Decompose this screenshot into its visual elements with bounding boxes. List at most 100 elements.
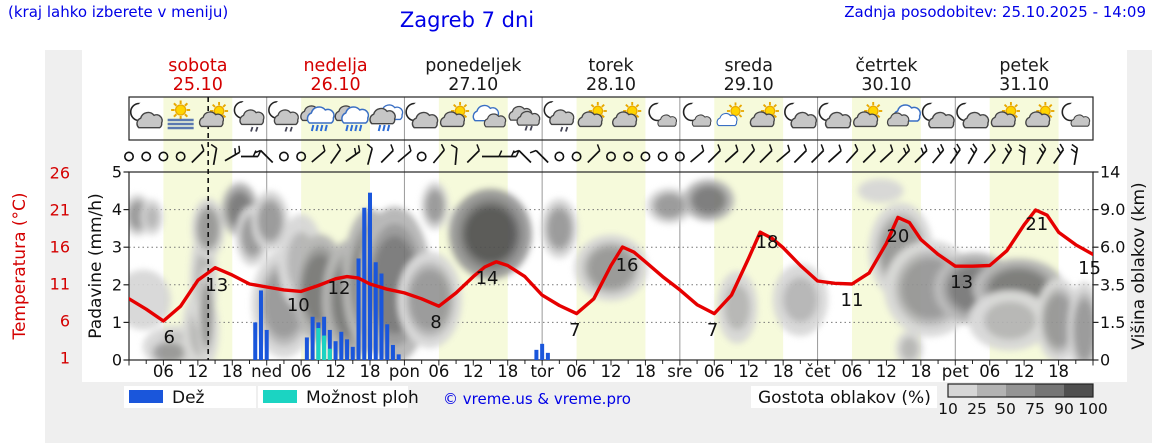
cloud-shape xyxy=(273,109,299,126)
wind-barb-feather xyxy=(872,144,876,151)
page-title: Zagreb 7 dni xyxy=(400,8,534,32)
credit-link[interactable]: © vreme.us & vreme.pro xyxy=(443,390,631,408)
wind-barb-feather xyxy=(838,144,842,152)
cloud-shape xyxy=(483,113,507,128)
cloud-layer xyxy=(129,178,1093,360)
cloudy-blue-icon xyxy=(886,104,921,127)
wind-barb-feather xyxy=(820,144,825,151)
rain-legend-label: Dež xyxy=(172,388,205,408)
rain-streak xyxy=(382,124,386,132)
rain-streak xyxy=(324,124,328,132)
moon-cloud-small-icon xyxy=(1061,102,1091,127)
sun-ray xyxy=(635,103,640,108)
wind-barb-feather xyxy=(336,143,342,150)
cloud-shape xyxy=(990,111,1016,128)
cloud-tick-label: 9.0 xyxy=(1100,200,1125,219)
temp-tick-label: 1 xyxy=(60,349,70,368)
temp-value-label: 16 xyxy=(616,255,639,276)
wind-barb-icon xyxy=(311,150,326,163)
rain-bar xyxy=(385,324,390,360)
wind-barb-feather xyxy=(956,143,961,150)
time-tick-label: 06 xyxy=(153,362,174,381)
density-tick-label: 90 xyxy=(1054,400,1074,418)
rain-bar xyxy=(253,322,258,360)
rain-streak xyxy=(386,124,391,132)
rain-streak xyxy=(354,124,358,132)
drizzle-mark xyxy=(284,126,288,132)
wind-barb-icon xyxy=(1036,148,1047,165)
day-abbrev-label: ned xyxy=(251,362,282,381)
day-abbrev-label: pon xyxy=(389,362,420,381)
wind-barb-icon xyxy=(366,148,374,165)
shower-bar xyxy=(322,335,327,360)
wind-barb-feather xyxy=(1041,143,1047,150)
cloud-shape xyxy=(691,114,712,127)
sun-shape xyxy=(623,101,642,121)
sun-ray xyxy=(866,103,870,108)
wind-barb-feather xyxy=(1056,147,1062,154)
cloud-blob xyxy=(464,205,517,263)
cloud-shape xyxy=(928,111,955,129)
wind-barb-feather xyxy=(512,149,520,154)
time-tick-label: 06 xyxy=(566,362,587,381)
cloud-blob xyxy=(258,202,282,240)
day-date-label: 29.10 xyxy=(724,75,774,95)
temp-tick-label: 11 xyxy=(50,275,70,294)
cloud-shape xyxy=(549,109,575,126)
day-date-label: 30.10 xyxy=(861,75,911,95)
rain-streak xyxy=(315,124,319,132)
rain-bar xyxy=(350,346,355,360)
time-tick-label: 06 xyxy=(291,362,312,381)
sun-cloud-icon xyxy=(577,101,607,128)
wind-barb-feather xyxy=(529,149,537,154)
legend-density-segment xyxy=(1035,384,1064,397)
drizzle-mark xyxy=(529,125,533,131)
cloud-blob xyxy=(1074,299,1093,360)
wind-barb-feather xyxy=(440,143,445,151)
density-tick-label: 10 xyxy=(938,400,958,418)
wind-barb-feather xyxy=(353,147,357,155)
cloud-blob xyxy=(783,277,818,323)
sun-ray xyxy=(453,103,457,108)
wind-barb-feather xyxy=(234,148,237,155)
time-tick-label: 18 xyxy=(497,362,518,381)
cloud-shape xyxy=(1025,111,1051,128)
sun-ray xyxy=(1014,103,1018,108)
sun-ray xyxy=(1003,103,1008,108)
sun-ray xyxy=(773,103,777,108)
legend-density-segment xyxy=(1006,384,1035,397)
temp-tick-label: 16 xyxy=(50,238,70,257)
wind-barb-feather xyxy=(889,144,894,151)
shower-bar xyxy=(316,328,321,360)
sun-cloud-icon xyxy=(1025,101,1055,128)
cloud-shape xyxy=(749,111,775,128)
cloud-tick-label: 14 xyxy=(1100,163,1120,182)
temp-axis-label: Temperatura (°C) xyxy=(10,192,30,340)
wind-barb-feather xyxy=(735,144,739,152)
rain-streak xyxy=(349,124,354,132)
rain-bar xyxy=(304,337,309,360)
cloud-shape xyxy=(824,111,852,129)
day-date-label: 27.10 xyxy=(448,75,498,95)
time-tick-label: 12 xyxy=(187,362,208,381)
wind-barb-icon xyxy=(845,149,859,164)
temp-value-label: 8 xyxy=(430,312,441,333)
wind-barb-feather xyxy=(854,143,859,151)
sun-cloud-icon xyxy=(439,101,470,128)
wind-calm-icon xyxy=(605,151,616,162)
rain-icon xyxy=(334,105,370,132)
wind-barb-feather xyxy=(357,145,361,152)
wind-barb-feather xyxy=(920,147,925,155)
sun-shape xyxy=(760,101,779,121)
temp-value-label: 15 xyxy=(1078,258,1101,279)
wind-calm-icon xyxy=(175,151,186,162)
sun-ray xyxy=(876,114,881,119)
day-date-label: 25.10 xyxy=(173,75,223,95)
sun-shape xyxy=(1001,101,1020,121)
cloud-blob xyxy=(655,194,684,218)
wind-barb-feather xyxy=(238,145,241,153)
wind-barb-feather xyxy=(510,150,515,157)
day-name-label: sreda xyxy=(724,56,773,76)
sun-ray xyxy=(738,114,743,118)
cloud-blob xyxy=(900,337,918,360)
